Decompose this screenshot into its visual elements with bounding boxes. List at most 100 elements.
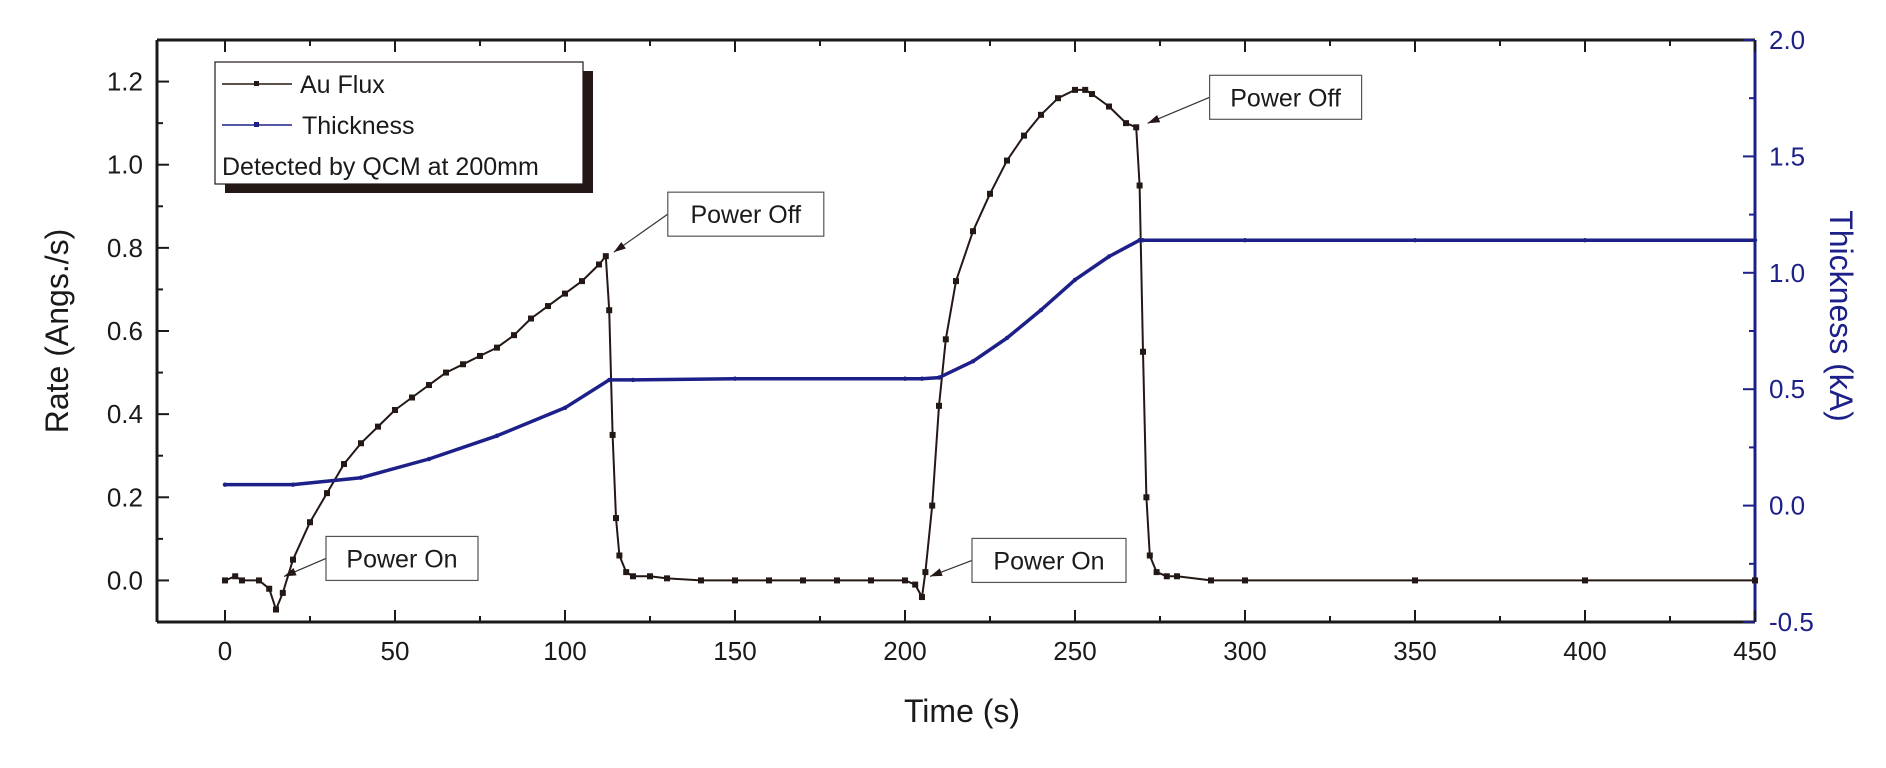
annotation-box	[971, 537, 1127, 584]
data-point	[273, 606, 279, 613]
data-point	[1242, 238, 1248, 243]
x-tick-label: 450	[1733, 636, 1776, 666]
data-point	[324, 490, 330, 497]
data-point	[1106, 254, 1112, 259]
data-point	[1582, 577, 1588, 584]
annotation-label: Power Off	[1230, 84, 1341, 112]
data-point	[1004, 157, 1010, 164]
data-point	[613, 515, 619, 522]
data-point	[912, 581, 919, 588]
annotation-box	[667, 191, 825, 237]
data-point	[1038, 307, 1044, 313]
annotation: Power Off	[613, 191, 825, 253]
data-point	[607, 377, 612, 383]
data-point	[1208, 577, 1214, 584]
data-point	[602, 253, 609, 260]
data-point	[307, 519, 313, 526]
data-point	[800, 577, 806, 584]
right-tick-label: 2.0	[1769, 25, 1805, 55]
x-tick-label: 200	[883, 636, 926, 666]
data-point	[630, 377, 636, 383]
data-point	[953, 278, 959, 285]
left-y-axis-title: Rate (Angs./s)	[39, 229, 75, 434]
data-point	[698, 577, 704, 584]
right-tick-label: 1.0	[1769, 258, 1805, 288]
annotation-label: Power Off	[690, 201, 801, 229]
data-point	[1140, 348, 1146, 355]
data-point	[936, 375, 942, 380]
legend-thickness-marker	[254, 122, 259, 127]
data-point	[596, 261, 602, 268]
data-point	[1123, 120, 1129, 127]
data-point	[1146, 552, 1153, 559]
data-point	[606, 307, 613, 314]
data-point	[732, 577, 738, 584]
left-tick-label: 0.2	[107, 482, 143, 512]
data-point	[1021, 132, 1027, 139]
left-tick-label: 1.0	[107, 150, 143, 180]
data-point	[1072, 277, 1078, 282]
right-tick-label: -0.5	[1769, 607, 1814, 637]
data-point	[222, 577, 228, 584]
data-point	[579, 278, 585, 285]
left-tick-label: 0.4	[107, 399, 143, 429]
data-point	[766, 577, 772, 584]
data-point	[623, 569, 630, 576]
data-point	[647, 573, 653, 580]
data-point	[358, 440, 364, 447]
data-point	[902, 376, 908, 381]
data-point	[460, 361, 466, 368]
data-point	[1143, 494, 1150, 501]
data-point	[868, 577, 874, 584]
data-point	[1242, 577, 1248, 584]
left-tick-label: 1.2	[107, 67, 143, 97]
left-tick-label: 0.6	[107, 316, 143, 346]
data-point	[1412, 238, 1418, 243]
annotation-arrowhead	[613, 242, 626, 253]
data-point	[987, 190, 993, 197]
data-point	[279, 589, 286, 596]
data-point	[1038, 111, 1044, 118]
annotation-arrowhead	[1147, 115, 1161, 124]
data-point	[426, 456, 432, 462]
data-point	[562, 405, 568, 411]
data-point	[919, 594, 925, 601]
annotation-arrowhead	[284, 568, 297, 577]
x-axis-ticks: 0 50 100 150 200 250 300 350 400 450	[218, 40, 1777, 666]
x-axis-title: Time (s)	[904, 693, 1020, 729]
left-tick-label: 0.0	[107, 565, 143, 595]
right-y-axis-ticks: -0.5 0.0 0.5 1.0 1.5 2.0	[1743, 25, 1814, 637]
right-tick-label: 0.5	[1769, 374, 1805, 404]
data-point	[494, 433, 500, 438]
data-point	[1089, 91, 1095, 98]
data-point	[341, 461, 347, 468]
data-point	[609, 431, 616, 438]
annotation-label: Power On	[346, 545, 457, 573]
data-point	[1752, 238, 1758, 243]
data-point	[929, 502, 936, 509]
annotation-layer: Power On Power Off Power On Power Off	[283, 74, 1363, 584]
annotation: Power Off	[1147, 74, 1363, 124]
legend-au-flux-marker	[254, 81, 259, 86]
data-point	[1082, 86, 1089, 93]
legend-thickness-label: Thickness	[302, 112, 415, 140]
data-point	[942, 336, 949, 343]
data-point	[922, 569, 929, 576]
data-point	[1163, 573, 1170, 580]
data-point	[392, 406, 398, 413]
data-point	[936, 402, 942, 409]
data-point	[232, 573, 239, 580]
right-tick-label: 0.0	[1769, 491, 1805, 521]
x-tick-label: 100	[543, 636, 586, 666]
annotation-box	[1208, 74, 1363, 120]
data-point	[1752, 577, 1758, 584]
data-point	[494, 344, 500, 351]
data-point	[630, 573, 636, 580]
data-point	[732, 376, 738, 381]
annotation-arrowhead	[930, 568, 943, 577]
x-tick-label: 400	[1563, 636, 1606, 666]
data-point	[222, 482, 228, 487]
data-point	[919, 376, 925, 381]
data-point	[1140, 238, 1146, 243]
